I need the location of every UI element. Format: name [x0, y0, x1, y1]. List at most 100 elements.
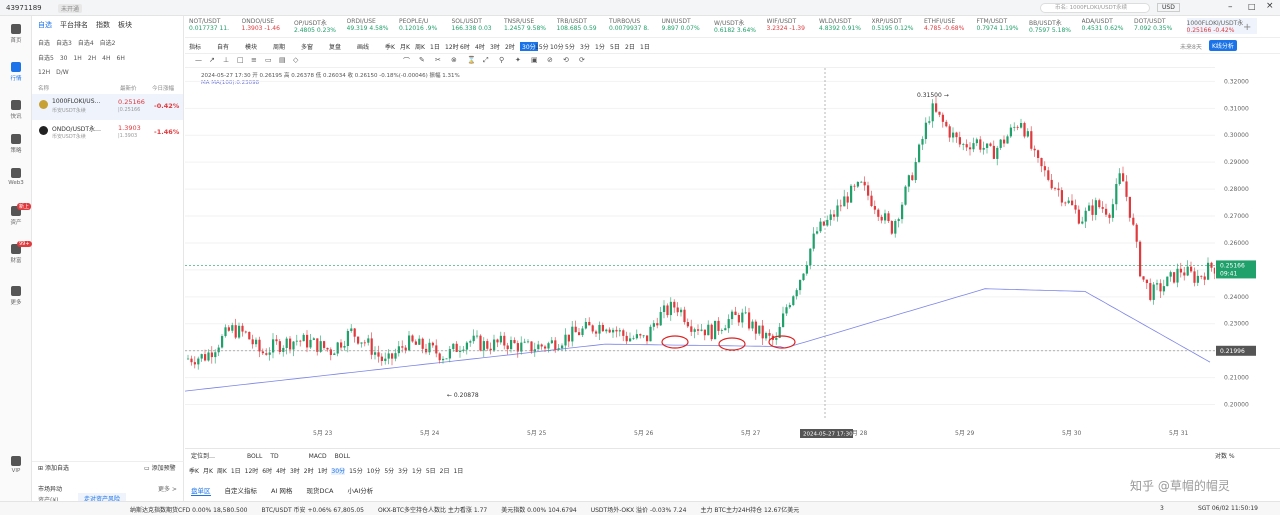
ticker-item[interactable]: DOT/USDT 7.092 0.35%: [1134, 18, 1192, 32]
indicator-tab[interactable]: BOLL: [334, 453, 351, 460]
period-button[interactable]: 1日: [230, 468, 241, 475]
draw-tool-icon[interactable]: ▣: [531, 56, 538, 64]
toolbar-item[interactable]: 3时: [490, 44, 500, 51]
draw-tool-icon[interactable]: ✦: [515, 56, 521, 64]
bottom-tab[interactable]: 小AI分析: [347, 487, 374, 495]
watch-subtab[interactable]: 2H: [87, 55, 97, 62]
ticker-item[interactable]: WIF/USDT 3.2324 -1.39: [767, 18, 825, 32]
toolbar-item[interactable]: 10分: [550, 44, 564, 51]
close-icon[interactable]: ×: [1266, 1, 1274, 11]
toolbar-item[interactable]: 3分: [580, 44, 590, 51]
toolbar-item[interactable]: 复盘: [329, 44, 342, 51]
draw-tool-icon[interactable]: □: [237, 56, 244, 64]
bottom-tab[interactable]: AI 网格: [271, 487, 293, 495]
period-button[interactable]: 30分: [331, 468, 346, 475]
watchlist-row[interactable]: 1000FLOKI/US… 币安USDT永续 0.25166 |0.25166 -0.4…: [32, 94, 183, 120]
period-button[interactable]: 6时: [262, 468, 273, 475]
notify-count[interactable]: 3: [1160, 505, 1164, 512]
toolbar-item[interactable]: 模块: [245, 44, 258, 51]
add-alert-button[interactable]: ▭ 添加预警: [144, 463, 176, 472]
indicator-tab[interactable]: TD: [270, 453, 279, 460]
price-axis[interactable]: 0.200000.210000.220000.230000.240000.250…: [1216, 68, 1280, 448]
status-item[interactable]: OKX-BTC多空持仓人数比 主力看涨 1.77: [377, 507, 488, 514]
ticker-item[interactable]: XRP/USDT 0.5195 0.12%: [872, 18, 930, 32]
watch-subtab[interactable]: 自选5: [38, 55, 54, 62]
period-button[interactable]: 5日: [425, 468, 436, 475]
add-watch-button[interactable]: ⊞ 添加自选: [38, 463, 69, 472]
toolbar-item[interactable]: 30分: [520, 42, 538, 51]
period-button[interactable]: 4时: [276, 468, 286, 475]
toolbar-item[interactable]: 画线: [357, 44, 370, 51]
draw-tool-icon[interactable]: ▭: [265, 56, 272, 64]
draw-tool-icon[interactable]: ✎: [419, 56, 425, 64]
draw-tool-icon[interactable]: —: [195, 56, 202, 64]
search-input[interactable]: 币名: 1000FLOKI/USDT永续: [1040, 3, 1150, 13]
nav-news[interactable]: 快讯: [0, 100, 32, 120]
toolbar-item[interactable]: 自有: [217, 44, 230, 51]
toolbar-item[interactable]: 5日: [610, 44, 620, 51]
period-button[interactable]: 月K: [202, 468, 213, 475]
toolbar-item[interactable]: 1日: [640, 44, 650, 51]
watch-subtab[interactable]: 12H: [38, 69, 51, 76]
ticker-item[interactable]: W/USDT永 0.6182 3.64%: [714, 18, 772, 34]
nav-chart[interactable]: 行情: [0, 62, 32, 82]
toolbar-item[interactable]: 4时: [475, 44, 485, 51]
ticker-item[interactable]: ORDI/USE 49.319 4.58%: [347, 18, 405, 32]
period-button[interactable]: 5分: [384, 468, 395, 475]
ticker-item[interactable]: ONDO/USE 1.3903 -1.46: [242, 18, 300, 32]
maximize-icon[interactable]: □: [1248, 2, 1256, 11]
draw-tool-icon[interactable]: ⌛: [467, 56, 476, 64]
toolbar-item[interactable]: 12时: [445, 44, 459, 51]
period-button[interactable]: 1时: [317, 468, 328, 475]
watch-subtab[interactable]: D/W: [56, 69, 69, 76]
asset-risk-button[interactable]: 走对资产风险: [78, 493, 127, 504]
ticker-item[interactable]: TURBO/US 0.0079937 8.: [609, 18, 667, 32]
draw-tool-icon[interactable]: ⟳: [579, 56, 585, 64]
toolbar-item[interactable]: 指标: [189, 44, 202, 51]
period-button[interactable]: 12时: [244, 468, 259, 475]
toolbar-item[interactable]: 15分: [535, 44, 549, 51]
nav-home[interactable]: 首页: [0, 24, 32, 44]
watch-subtab[interactable]: 自选: [38, 40, 51, 47]
draw-tool-icon[interactable]: ⟲: [563, 56, 569, 64]
bottom-tab[interactable]: 盘单区: [191, 487, 211, 496]
nav-wallet[interactable]: 资产 新上: [0, 203, 32, 226]
draw-tool-icon[interactable]: ◇: [293, 56, 299, 64]
ticker-item[interactable]: 1000FLOKI/USDT永 0.25166 -0.42%: [1186, 18, 1257, 34]
minimize-icon[interactable]: –: [1228, 2, 1233, 12]
draw-tool-icon[interactable]: ✂: [435, 56, 441, 64]
ticker-item[interactable]: TNSR/USE 1.2457 9.58%: [504, 18, 562, 32]
indicator-tab[interactable]: BOLL: [246, 453, 263, 460]
toolbar-item[interactable]: 周K: [415, 44, 425, 51]
draw-tool-icon[interactable]: ≡: [251, 56, 257, 64]
locate-button[interactable]: 定位到…: [191, 453, 216, 460]
period-button[interactable]: 3分: [398, 468, 408, 475]
status-item[interactable]: USDT场外-OKX 溢价 -0.03% 7.24: [590, 507, 687, 514]
watch-subtab[interactable]: 1H: [73, 55, 82, 62]
add-ticker-icon[interactable]: +: [1243, 22, 1252, 33]
currency-select[interactable]: USD: [1157, 3, 1180, 12]
toolbar-item[interactable]: 多窗: [301, 44, 314, 51]
ticker-item[interactable]: ETHFI/USE 4.785 -0.68%: [924, 18, 982, 32]
bottom-tab[interactable]: 自定义指标: [224, 487, 258, 495]
watch-tab[interactable]: 板块: [118, 21, 132, 29]
toolbar-item[interactable]: 2日: [625, 44, 635, 51]
status-item[interactable]: 美元指数 0.00% 104.6794: [501, 507, 577, 514]
watch-subtab[interactable]: 自选3: [56, 40, 72, 47]
nav-wealth[interactable]: 财富 99+: [0, 241, 32, 264]
nav-more[interactable]: 更多: [0, 286, 32, 306]
watch-tab[interactable]: 指数: [96, 21, 110, 29]
draw-tool-icon[interactable]: ⊥: [223, 56, 230, 64]
chart-canvas[interactable]: 0.31500 → ← 0.20878 5月 23 5月 24 5月 25 5月 26 5月…: [185, 68, 1215, 448]
kline-analysis-button[interactable]: K线分析: [1209, 40, 1237, 51]
ticker-item[interactable]: SOL/USDT 166.338 0.03: [452, 18, 510, 32]
period-button[interactable]: 2时: [303, 468, 314, 475]
watch-tab[interactable]: 平台排名: [60, 21, 88, 29]
period-button[interactable]: 2日: [439, 468, 450, 475]
scale-toggle[interactable]: 对数 %: [1215, 453, 1235, 460]
nav-vip[interactable]: VIP: [0, 456, 32, 474]
status-item[interactable]: BTC/USDT 币安 +0.06% 67,805.05: [261, 507, 364, 514]
ticker-item[interactable]: WLD/USDT 4.8392 0.91%: [819, 18, 877, 32]
watch-tab[interactable]: 自选: [38, 21, 52, 29]
watch-subtab[interactable]: 4H: [102, 55, 111, 62]
